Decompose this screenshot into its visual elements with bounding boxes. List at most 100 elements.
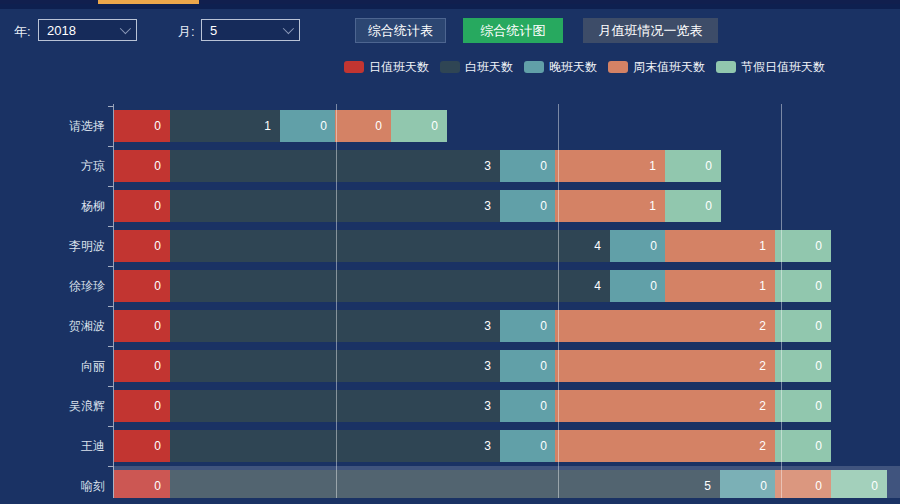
- bar-value-label: 0: [540, 390, 547, 422]
- x-gridline: [781, 104, 782, 498]
- bar-value-label: 3: [484, 150, 491, 182]
- bar-value-label: 0: [540, 150, 547, 182]
- bar-segment[interactable]: 0: [775, 310, 831, 342]
- bar-value-label: 0: [540, 190, 547, 222]
- bar-value-label: 0: [154, 190, 161, 222]
- category-label: 贺湘波: [0, 306, 105, 346]
- bar-value-label: 3: [484, 350, 491, 382]
- bar-segment[interactable]: 0: [610, 270, 666, 302]
- bar-segment[interactable]: 0: [665, 150, 721, 182]
- bar-segment[interactable]: 0: [114, 350, 170, 382]
- bar-value-label: 0: [540, 350, 547, 382]
- bar-segment[interactable]: 0: [500, 390, 556, 422]
- bar-value-label: 3: [484, 430, 491, 462]
- bar-value-label: 0: [154, 350, 161, 382]
- bar-segment[interactable]: 0: [391, 110, 447, 142]
- bar-value-label: 4: [594, 230, 601, 262]
- bar-value-label: 0: [815, 430, 822, 462]
- bar-segment[interactable]: 0: [775, 350, 831, 382]
- bar-value-label: 1: [759, 270, 766, 302]
- bar-segment[interactable]: 0: [114, 310, 170, 342]
- bar-value-label: 0: [815, 310, 822, 342]
- bar-segment[interactable]: 1: [170, 110, 280, 142]
- bar-value-label: 3: [484, 310, 491, 342]
- bar-value-label: 1: [649, 190, 656, 222]
- bar-segment[interactable]: 1: [555, 190, 665, 222]
- bar-value-label: 4: [594, 270, 601, 302]
- bar-segment[interactable]: 2: [555, 430, 775, 462]
- y-axis-tick: [108, 346, 113, 347]
- bar-segment[interactable]: 0: [775, 430, 831, 462]
- bar-segment[interactable]: 0: [500, 150, 556, 182]
- bar-segment[interactable]: 0: [775, 270, 831, 302]
- y-axis-tick: [108, 226, 113, 227]
- bar-segment[interactable]: 0: [114, 110, 170, 142]
- stacked-bar-chart: 请选择01000方琼03010杨柳03010李明波04010徐珍珍04010贺湘…: [0, 0, 900, 498]
- y-axis-tick: [108, 106, 113, 107]
- category-label: 杨柳: [0, 186, 105, 226]
- y-axis-tick: [108, 386, 113, 387]
- bar-segment[interactable]: 0: [500, 430, 556, 462]
- bar-segment[interactable]: 0: [114, 270, 170, 302]
- category-label: 王迪: [0, 426, 105, 466]
- bar-value-label: 0: [705, 150, 712, 182]
- app-root: 年: 2018 月: 5 综合统计表 综合统计图 月值班情况一览表 日值班天数白…: [0, 0, 900, 504]
- bar-segment[interactable]: 0: [500, 190, 556, 222]
- category-label: 吴浪辉: [0, 386, 105, 426]
- bar-value-label: 0: [431, 110, 438, 142]
- bar-value-label: 1: [759, 230, 766, 262]
- bar-value-label: 0: [154, 230, 161, 262]
- y-axis-tick: [108, 186, 113, 187]
- category-label: 徐珍珍: [0, 266, 105, 306]
- bar-segment[interactable]: 0: [775, 230, 831, 262]
- bar-segment[interactable]: 0: [500, 310, 556, 342]
- bar-segment[interactable]: 0: [280, 110, 336, 142]
- category-label: 向丽: [0, 346, 105, 386]
- bar-segment[interactable]: 0: [114, 190, 170, 222]
- bar-value-label: 3: [484, 390, 491, 422]
- bar-segment[interactable]: 1: [665, 270, 775, 302]
- bar-value-label: 0: [154, 430, 161, 462]
- bar-segment[interactable]: 0: [114, 390, 170, 422]
- bar-segment[interactable]: 2: [555, 310, 775, 342]
- x-gridline: [558, 104, 559, 498]
- bar-segment[interactable]: 0: [114, 430, 170, 462]
- y-axis-tick: [108, 426, 113, 427]
- category-label: 李明波: [0, 226, 105, 266]
- bar-segment[interactable]: 0: [114, 150, 170, 182]
- bar-segment[interactable]: 0: [610, 230, 666, 262]
- bar-value-label: 0: [154, 110, 161, 142]
- x-gridline: [336, 104, 337, 498]
- bar-value-label: 0: [650, 270, 657, 302]
- bar-segment[interactable]: 2: [555, 390, 775, 422]
- bar-value-label: 2: [759, 430, 766, 462]
- bar-segment[interactable]: 0: [500, 350, 556, 382]
- bar-value-label: 0: [815, 230, 822, 262]
- bar-segment[interactable]: 0: [775, 390, 831, 422]
- category-label: 喻刻: [0, 466, 105, 498]
- bar-value-label: 0: [154, 310, 161, 342]
- bar-value-label: 1: [649, 150, 656, 182]
- bar-segment[interactable]: 4: [170, 230, 610, 262]
- bar-segment[interactable]: 1: [665, 230, 775, 262]
- bar-segment[interactable]: 4: [170, 270, 610, 302]
- bar-value-label: 0: [154, 270, 161, 302]
- y-axis-tick: [108, 306, 113, 307]
- bar-segment[interactable]: 2: [555, 350, 775, 382]
- y-axis-tick: [108, 146, 113, 147]
- bar-value-label: 1: [264, 110, 271, 142]
- bar-value-label: 0: [815, 350, 822, 382]
- bar-segment[interactable]: 0: [114, 230, 170, 262]
- bar-value-label: 2: [759, 310, 766, 342]
- bar-segment[interactable]: 0: [335, 110, 391, 142]
- bar-value-label: 0: [815, 390, 822, 422]
- bar-value-label: 3: [484, 190, 491, 222]
- bar-value-label: 0: [540, 310, 547, 342]
- bar-segment[interactable]: 1: [555, 150, 665, 182]
- bar-value-label: 0: [154, 390, 161, 422]
- y-axis-tick: [108, 266, 113, 267]
- bar-value-label: 0: [320, 110, 327, 142]
- bar-value-label: 0: [650, 230, 657, 262]
- bar-segment[interactable]: 0: [665, 190, 721, 222]
- bar-value-label: 0: [154, 150, 161, 182]
